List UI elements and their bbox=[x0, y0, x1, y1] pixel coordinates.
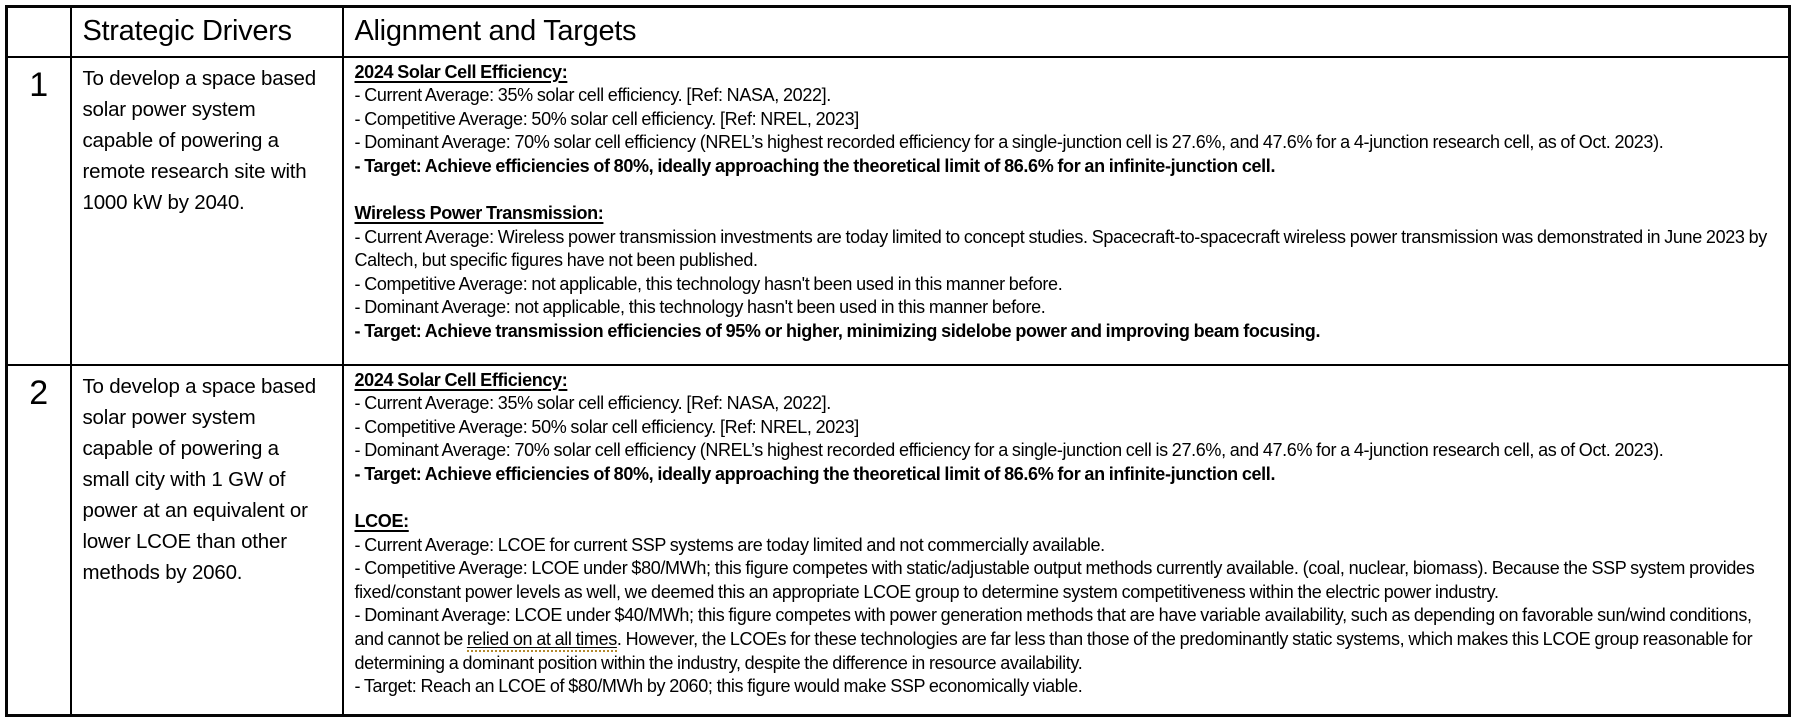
text-segment: - Competitive Average: LCOE under $80/MW… bbox=[354, 558, 1755, 602]
text-segment: - Target: Achieve efficiencies of 80%, i… bbox=[354, 155, 1276, 176]
document-page: Strategic Drivers Alignment and Targets … bbox=[5, 5, 1791, 717]
text-segment: - Target: Achieve efficiencies of 80%, i… bbox=[354, 463, 1276, 484]
section-heading: LCOE: bbox=[354, 511, 410, 532]
text-segment: - Target: Reach an LCOE of $80/MWh by 20… bbox=[354, 676, 1083, 697]
section-heading: Wireless Power Transmission: bbox=[354, 203, 604, 224]
text-segment: - Current Average: 35% solar cell effici… bbox=[354, 85, 832, 106]
alignment-line: - Current Average: 35% solar cell effici… bbox=[355, 392, 1777, 416]
header-alignment-and-targets: Alignment and Targets bbox=[341, 5, 1791, 58]
text-segment: - Competitive Average: not applicable, t… bbox=[354, 273, 1063, 294]
text-segment: - Dominant Average: LCOE under $40/MWh; … bbox=[354, 605, 1752, 650]
row-number-cell: 1 bbox=[5, 55, 72, 366]
table-row: 2 To develop a space based solar power sy… bbox=[5, 363, 1791, 717]
alignment-line: - Competitive Average: 50% solar cell ef… bbox=[355, 416, 1777, 440]
text-segment: - Current Average: Wireless power transm… bbox=[354, 226, 1768, 271]
alignment-line: - Current Average: Wireless power transm… bbox=[355, 226, 1777, 273]
alignment-line: - Target: Achieve transmission efficienc… bbox=[355, 320, 1777, 344]
strategic-driver-cell: To develop a space based solar power sys… bbox=[69, 55, 344, 366]
text-segment: - Dominant Average: not applicable, this… bbox=[354, 297, 1046, 318]
strategic-drivers-table: Strategic Drivers Alignment and Targets … bbox=[5, 5, 1791, 717]
table-header-row: Strategic Drivers Alignment and Targets bbox=[5, 5, 1791, 58]
section-heading: 2024 Solar Cell Efficiency: bbox=[354, 369, 568, 390]
alignment-line: - Target: Reach an LCOE of $80/MWh by 20… bbox=[355, 675, 1777, 699]
alignment-line: - Competitive Average: 50% solar cell ef… bbox=[355, 108, 1777, 132]
alignment-targets-cell: 2024 Solar Cell Efficiency: - Current Ave… bbox=[341, 55, 1791, 366]
table-body: 1 To develop a space based solar power sy… bbox=[5, 55, 1791, 717]
text-segment: - Current Average: 35% solar cell effici… bbox=[354, 393, 832, 414]
section-heading: 2024 Solar Cell Efficiency: bbox=[354, 61, 568, 82]
text-segment: - Target: Achieve transmission efficienc… bbox=[354, 321, 1321, 342]
text-segment: - Current Average: LCOE for current SSP … bbox=[354, 534, 1106, 555]
alignment-section: 2024 Solar Cell Efficiency: - Current Ave… bbox=[355, 369, 1777, 487]
alignment-line: - Dominant Average: 70% solar cell effic… bbox=[355, 439, 1777, 463]
header-strategic-drivers: Strategic Drivers bbox=[69, 5, 344, 58]
text-segment: - Dominant Average: 70% solar cell effic… bbox=[354, 132, 1664, 153]
text-segment: - Competitive Average: 50% solar cell ef… bbox=[354, 416, 860, 437]
table-row: 1 To develop a space based solar power sy… bbox=[5, 55, 1791, 366]
alignment-section: 2024 Solar Cell Efficiency: - Current Ave… bbox=[355, 61, 1777, 179]
alignment-line: - Dominant Average: not applicable, this… bbox=[355, 296, 1777, 320]
alignment-line: - Dominant Average: LCOE under $40/MWh; … bbox=[355, 604, 1777, 675]
text-segment: - Competitive Average: 50% solar cell ef… bbox=[354, 108, 860, 129]
alignment-line: - Competitive Average: not applicable, t… bbox=[355, 273, 1777, 297]
alignment-section: Wireless Power Transmission: - Current Av… bbox=[355, 202, 1777, 344]
row-number-cell: 2 bbox=[5, 363, 72, 717]
alignment-line: - Competitive Average: LCOE under $80/MW… bbox=[355, 557, 1777, 604]
alignment-section: LCOE: - Current Average: LCOE for current… bbox=[355, 510, 1777, 699]
strategic-driver-cell: To develop a space based solar power sys… bbox=[69, 363, 344, 717]
alignment-targets-cell: 2024 Solar Cell Efficiency: - Current Ave… bbox=[341, 363, 1791, 717]
grammar-suggestion-mark: relied on at all times bbox=[466, 629, 617, 653]
alignment-line: - Target: Achieve efficiencies of 80%, i… bbox=[355, 463, 1777, 487]
text-segment: - Dominant Average: 70% solar cell effic… bbox=[354, 440, 1664, 461]
alignment-line: - Target: Achieve efficiencies of 80%, i… bbox=[355, 155, 1777, 179]
alignment-line: - Current Average: LCOE for current SSP … bbox=[355, 534, 1777, 558]
alignment-line: - Dominant Average: 70% solar cell effic… bbox=[355, 131, 1777, 155]
text-segment: . However, the LCOEs for these technolog… bbox=[354, 629, 1753, 673]
header-empty-cell bbox=[5, 5, 72, 58]
alignment-line: - Current Average: 35% solar cell effici… bbox=[355, 84, 1777, 108]
